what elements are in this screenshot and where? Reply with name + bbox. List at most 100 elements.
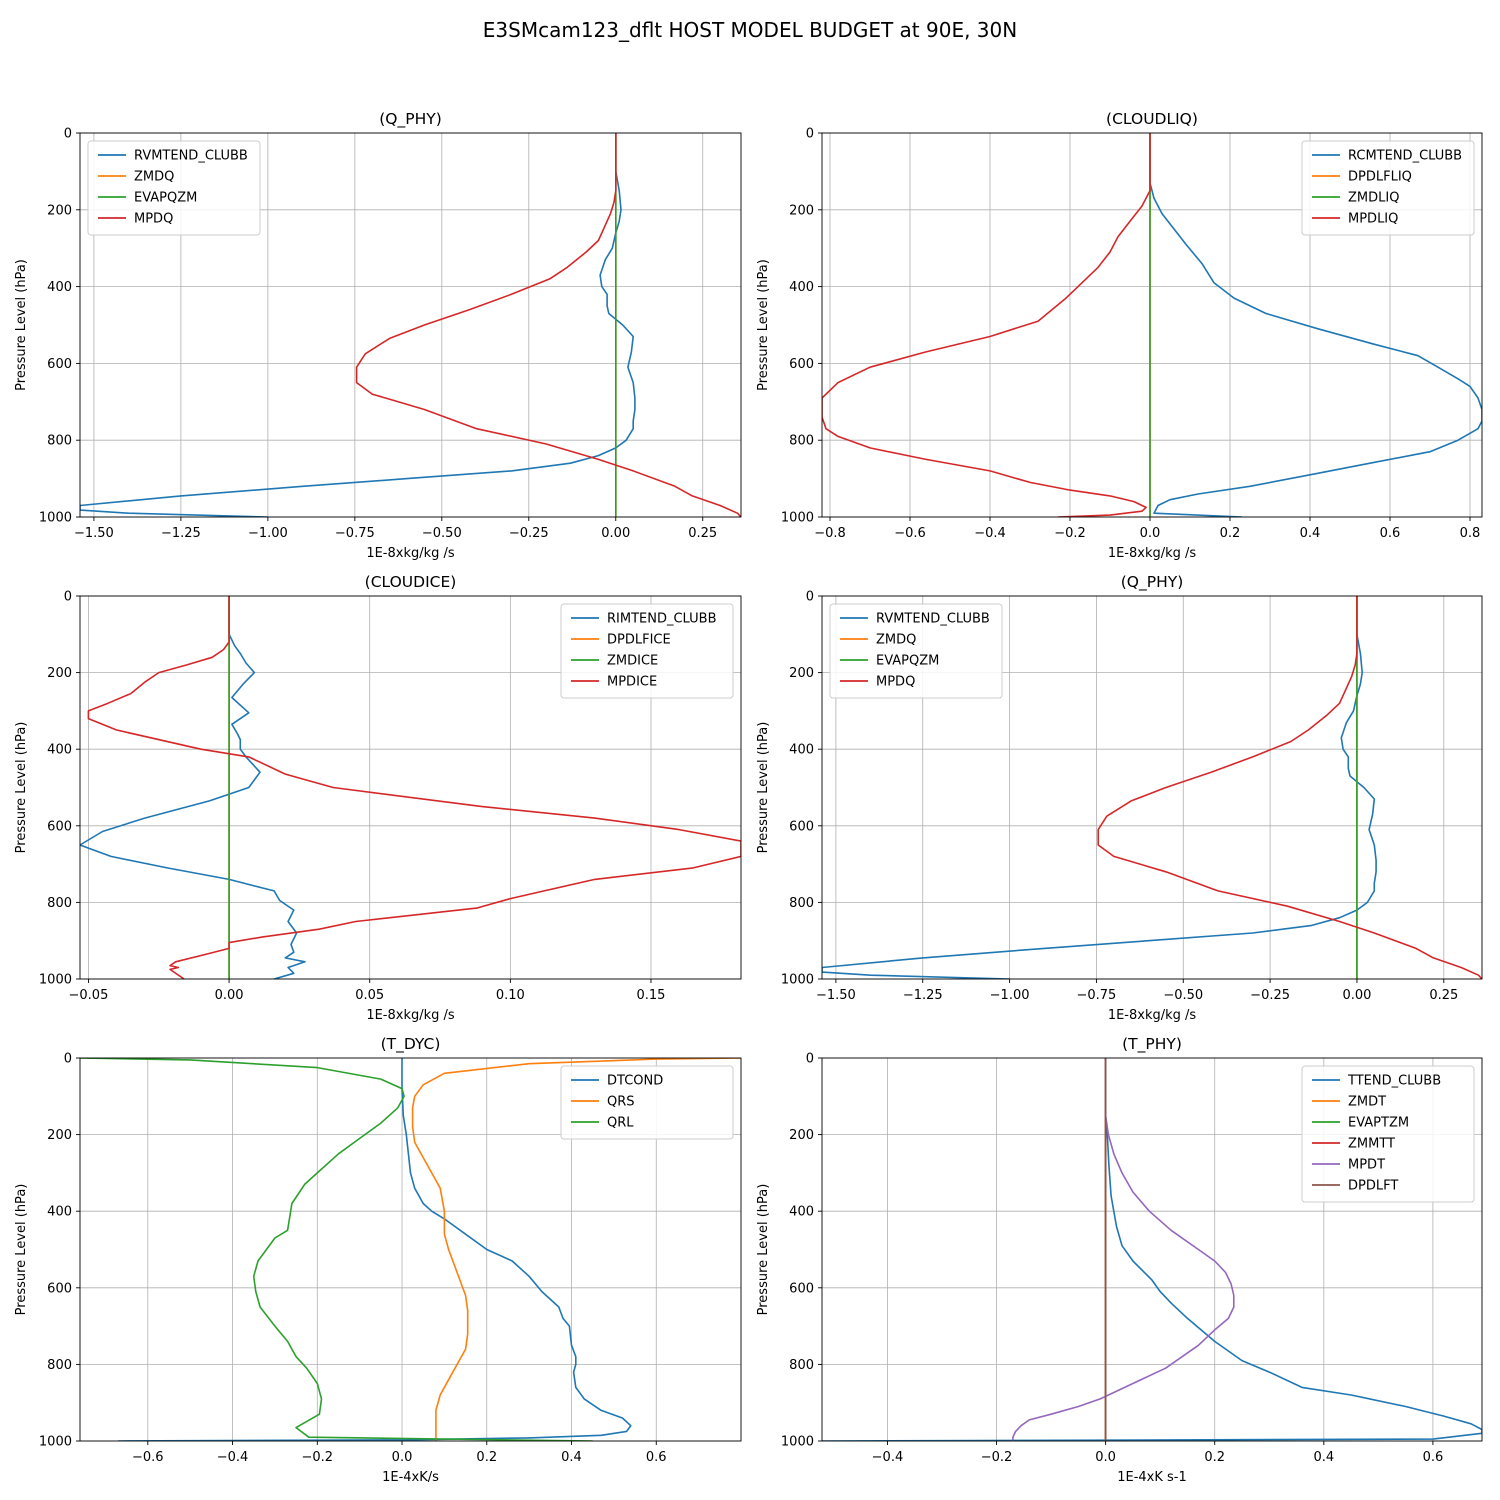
x-axis-label: 1E-8xkg/kg /s <box>1108 1008 1197 1023</box>
x-tick-label: 0.4 <box>1313 1450 1334 1465</box>
legend-label: MPDICE <box>607 675 657 690</box>
x-tick-label: 0.15 <box>637 988 666 1003</box>
series-line-mpdt <box>1012 1058 1235 1441</box>
x-tick-label: 0.05 <box>355 988 384 1003</box>
x-tick-label: −0.8 <box>814 526 846 541</box>
y-axis-label: Pressure Level (hPa) <box>14 1184 29 1316</box>
legend-label: ZMDQ <box>134 170 174 185</box>
series-line-rvmtend_clubb <box>80 133 636 517</box>
x-tick-label: −0.50 <box>1163 988 1203 1003</box>
y-tick-label: 200 <box>789 203 814 218</box>
y-tick-label: 600 <box>789 819 814 834</box>
legend: RCMTEND_CLUBB DPDLFLIQ ZMDLIQ MPDLIQ <box>1301 140 1475 236</box>
legend: RIMTEND_CLUBB DPDLFICE ZMDICE MPDICE <box>560 603 734 699</box>
subplot-5: −0.6 −0.4 −0.2 0.0 0.2 0.4 0.6 0 200 400 600 800 100… <box>14 1035 742 1485</box>
x-tick-label: −1.00 <box>990 988 1030 1003</box>
x-tick-label: −0.75 <box>1076 988 1116 1003</box>
x-tick-label: −0.2 <box>1054 526 1086 541</box>
y-tick-label: 800 <box>47 1358 72 1373</box>
legend-label: EVAPQZM <box>876 654 939 669</box>
y-axis-label: Pressure Level (hPa) <box>756 722 771 854</box>
axes-frame <box>821 595 1483 980</box>
x-tick-label: 0.00 <box>601 526 630 541</box>
y-tick-label: 1000 <box>781 973 814 988</box>
x-tick-label: −0.6 <box>894 526 926 541</box>
x-tick-label: 0.25 <box>1429 988 1458 1003</box>
x-tick-label: 0.0 <box>392 1450 413 1465</box>
legend-label: TTEND_CLUBB <box>1347 1074 1441 1089</box>
y-tick-label: 400 <box>47 743 72 758</box>
subplot-1: −1.50 −1.25 −1.00 −0.75 −0.50 −0.25 0.00 0.25 0 2… <box>14 110 742 561</box>
y-tick-label: 1000 <box>39 973 72 988</box>
x-tick-label: 0.25 <box>688 526 717 541</box>
y-tick-label: 400 <box>47 280 72 295</box>
y-axis-label: Pressure Level (hPa) <box>14 259 29 391</box>
legend-label: MPDLIQ <box>1348 212 1398 227</box>
y-tick-label: 400 <box>789 1205 814 1220</box>
series-line-mpdliq <box>822 133 1151 517</box>
legend-box <box>829 603 1003 699</box>
y-tick-label: 0 <box>64 127 72 142</box>
y-axis-label: Pressure Level (hPa) <box>756 259 771 391</box>
x-tick-label: 0.2 <box>1204 1450 1225 1465</box>
y-tick-label: 400 <box>789 743 814 758</box>
x-tick-label: −0.25 <box>1250 988 1290 1003</box>
x-tick-label: 0.0 <box>1095 1450 1116 1465</box>
legend-label: RVMTEND_CLUBB <box>876 612 990 627</box>
axes-frame <box>821 1057 1483 1442</box>
legend-label: QRL <box>607 1116 634 1131</box>
subplot-title: (CLOUDICE) <box>365 573 457 591</box>
y-tick-label: 0 <box>806 127 814 142</box>
x-axis-label: 1E-8xkg/kg /s <box>1108 546 1197 561</box>
y-tick-label: 200 <box>789 666 814 681</box>
x-tick-label: −0.4 <box>217 1450 249 1465</box>
legend-label: RIMTEND_CLUBB <box>607 612 717 627</box>
axes-frame <box>79 595 742 980</box>
series-line-rvmtend_clubb <box>822 596 1377 979</box>
series-line-rcmtend_clubb <box>1149 133 1482 517</box>
x-tick-label: 0.00 <box>1342 988 1371 1003</box>
x-tick-label: −1.00 <box>248 526 288 541</box>
y-tick-label: 1000 <box>39 1435 72 1450</box>
legend-label: MPDQ <box>134 212 173 227</box>
x-tick-label: −1.50 <box>816 988 856 1003</box>
y-tick-label: 600 <box>789 357 814 372</box>
y-tick-label: 800 <box>47 896 72 911</box>
x-tick-label: −0.25 <box>509 526 549 541</box>
y-tick-label: 0 <box>806 1052 814 1067</box>
axes-frame <box>79 132 742 518</box>
legend-box <box>87 140 261 236</box>
legend-box <box>1301 1065 1475 1203</box>
x-tick-label: 0.0 <box>1140 526 1161 541</box>
x-tick-label: 0.00 <box>215 988 244 1003</box>
x-tick-label: −0.75 <box>335 526 375 541</box>
x-tick-label: 0.6 <box>646 1450 667 1465</box>
legend-label: QRS <box>607 1095 635 1110</box>
series-line-ttend_clubb <box>822 1058 1482 1441</box>
subplot-4: −1.50 −1.25 −1.00 −0.75 −0.50 −0.25 0.00 0.25 0 2… <box>756 573 1483 1023</box>
x-axis-label: 1E-8xkg/kg /s <box>366 546 455 561</box>
y-tick-label: 1000 <box>781 511 814 526</box>
y-tick-label: 800 <box>789 1358 814 1373</box>
legend-label: DPDLFT <box>1348 1179 1398 1194</box>
y-tick-label: 200 <box>47 666 72 681</box>
axes-frame <box>821 132 1483 518</box>
y-tick-label: 600 <box>47 357 72 372</box>
x-tick-label: 0.6 <box>1423 1450 1444 1465</box>
y-tick-label: 0 <box>806 590 814 605</box>
legend: TTEND_CLUBB ZMDT EVAPTZM ZMMTT MPDT DPDLFT <box>1301 1065 1475 1203</box>
legend-box <box>560 1065 734 1140</box>
legend-label: ZMDLIQ <box>1348 191 1399 206</box>
x-tick-label: −0.6 <box>132 1450 164 1465</box>
y-tick-label: 600 <box>47 1281 72 1296</box>
x-tick-label: −0.05 <box>69 988 109 1003</box>
legend-label: ZMDICE <box>607 654 658 669</box>
legend: RVMTEND_CLUBB ZMDQ EVAPQZM MPDQ <box>87 140 261 236</box>
legend-label: DTCOND <box>607 1074 663 1089</box>
y-tick-label: 200 <box>789 1128 814 1143</box>
subplot-title: (Q_PHY) <box>1121 573 1184 592</box>
series-line-mpdq <box>1097 596 1482 979</box>
legend-box <box>1301 140 1475 236</box>
x-tick-label: −1.50 <box>74 526 114 541</box>
